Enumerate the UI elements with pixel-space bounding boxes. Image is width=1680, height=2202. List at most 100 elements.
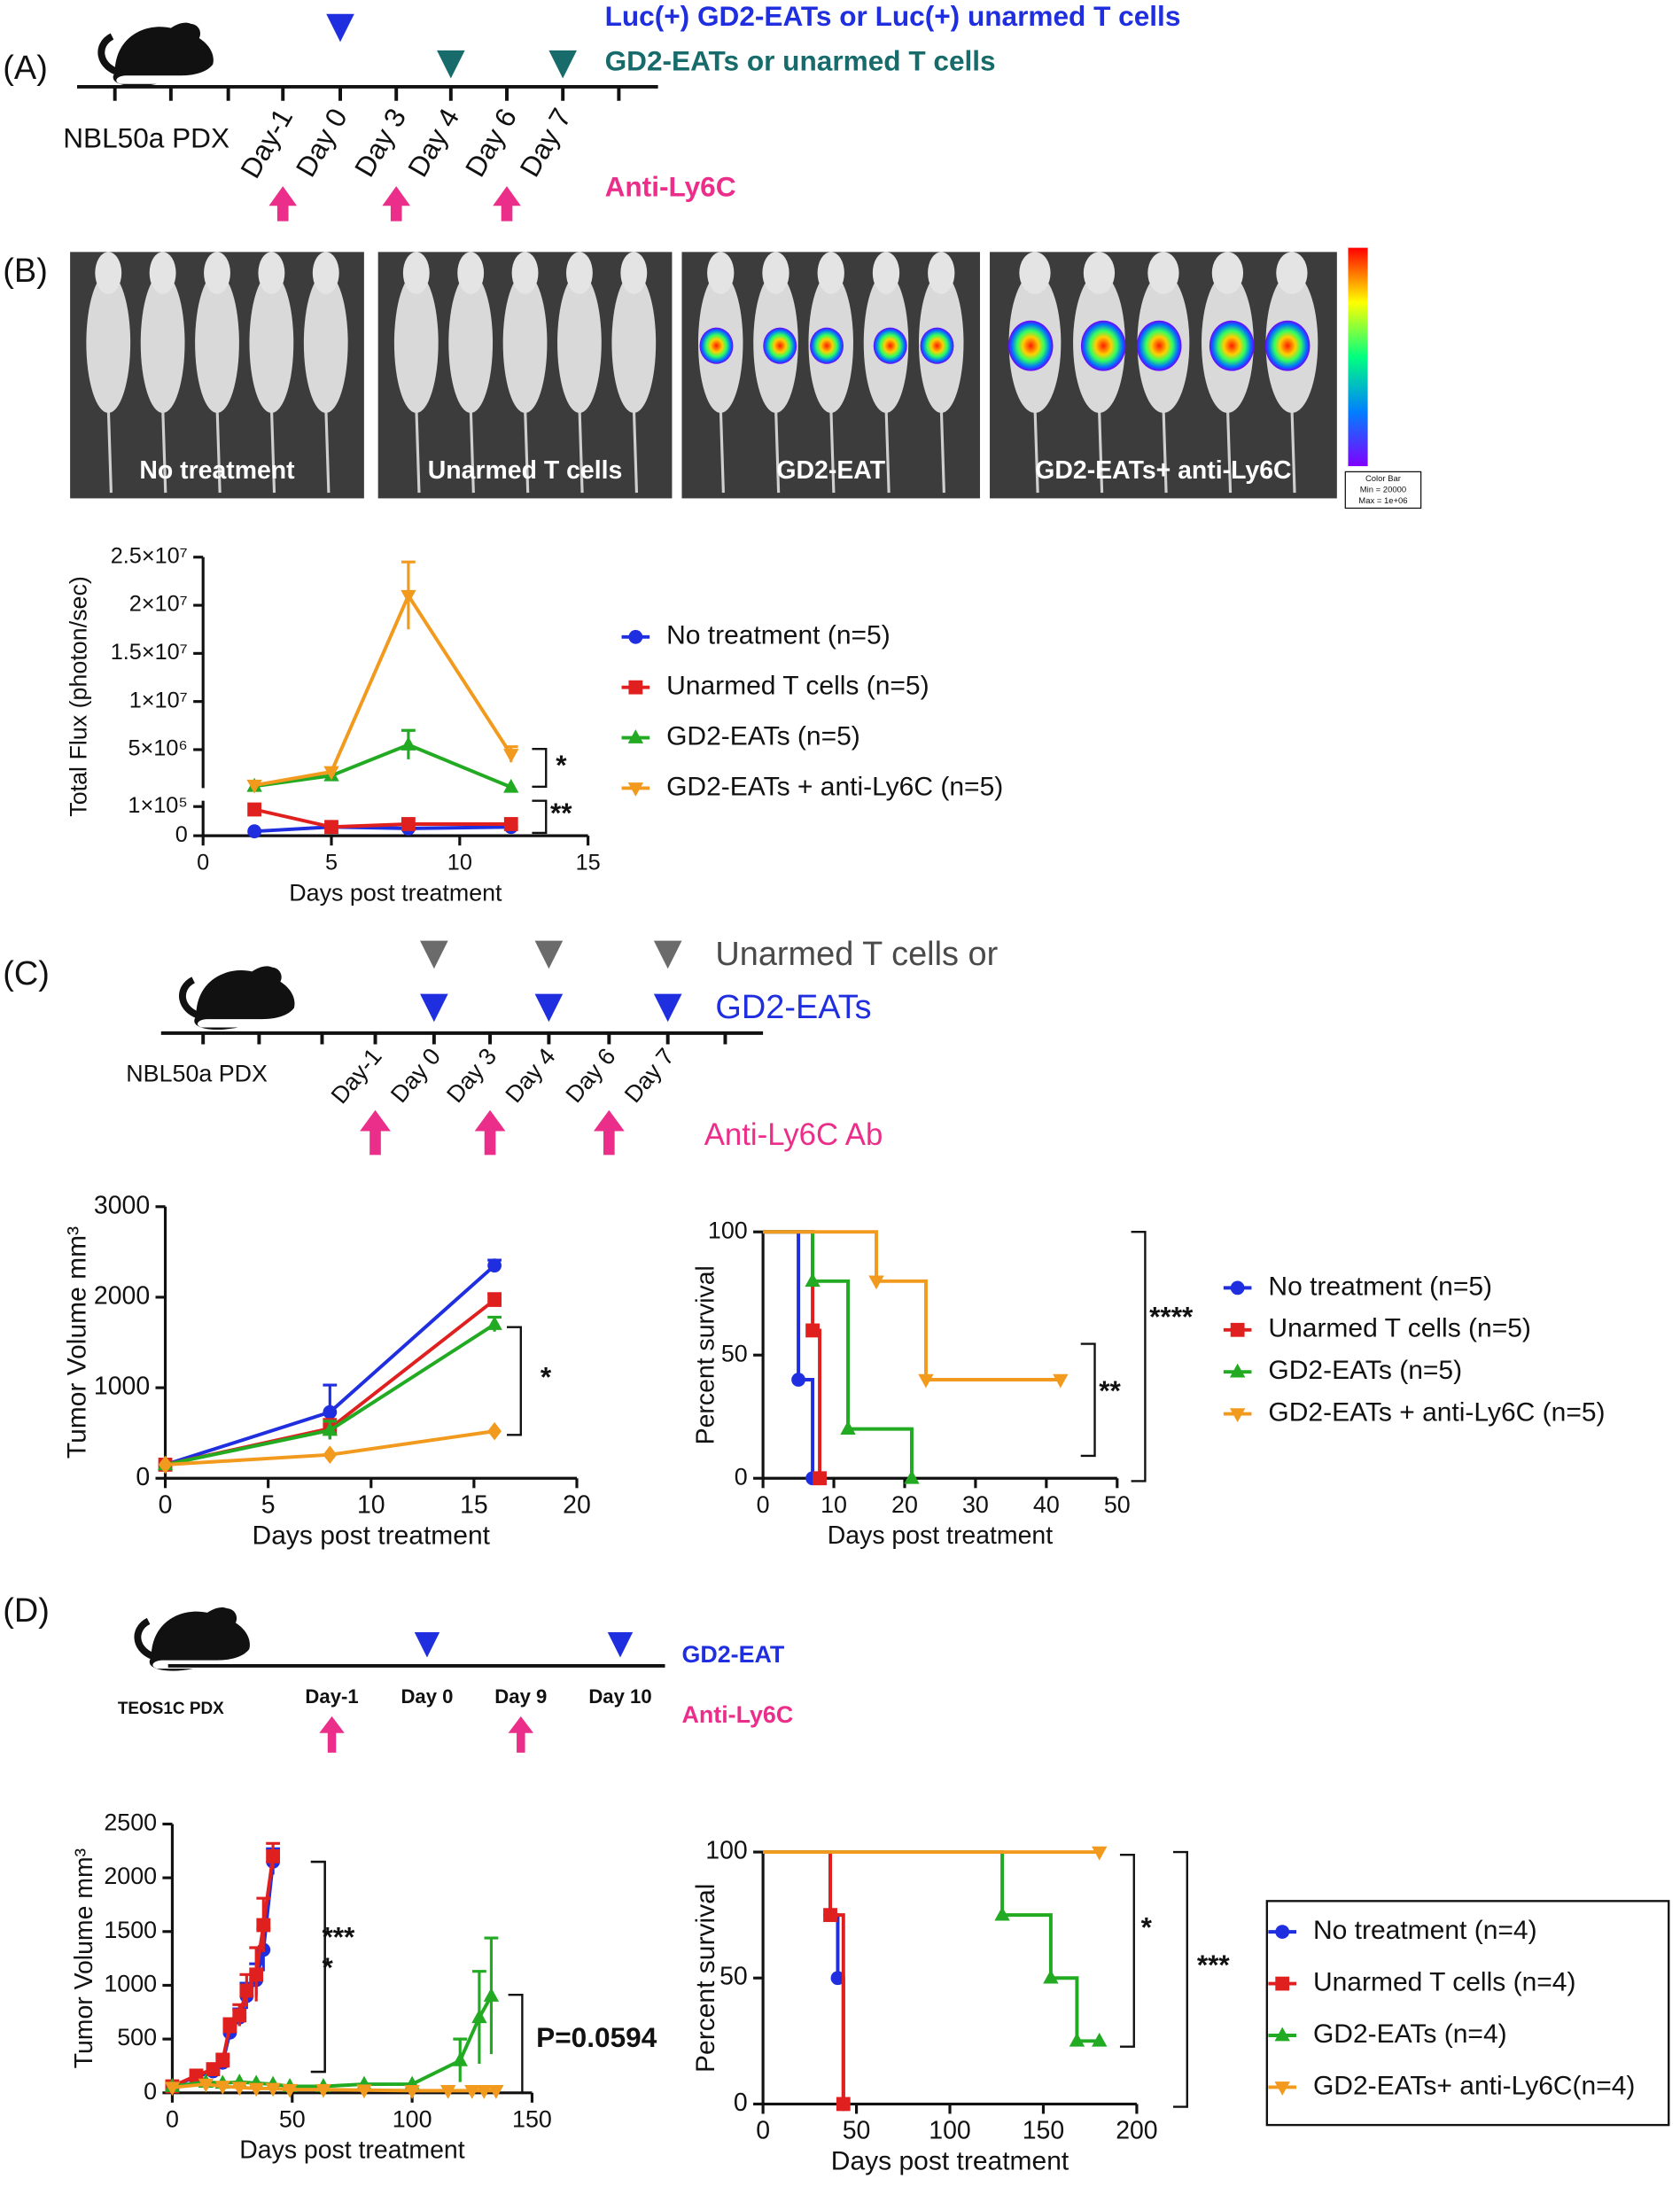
marker: [215, 2053, 230, 2068]
marker: [324, 820, 338, 835]
timeline-a: NBL50a PDX Day-1 Day 0 Day 3 Day 4 Day 6…: [63, 0, 1180, 222]
mouse-tail: [1225, 406, 1233, 494]
marker: [994, 1906, 1010, 1921]
marker: [256, 1918, 271, 1933]
x-tick-label: 10: [357, 1490, 385, 1519]
marker: [483, 1988, 500, 2002]
bracket: [1131, 1231, 1147, 1482]
day-label: Day-1: [234, 103, 299, 183]
legend-marker: [1275, 1925, 1290, 1940]
mouse-tail: [1097, 406, 1104, 494]
mouse-icon: [137, 1607, 250, 1671]
mouse-tail: [161, 406, 167, 494]
marker: [487, 1421, 502, 1441]
mouse-icon: [183, 966, 295, 1030]
marker: [840, 1420, 856, 1435]
mouse-head: [258, 252, 285, 294]
legend-text: Luc(+) GD2-EATs or Luc(+) unarmed T cell…: [605, 0, 1181, 32]
marker: [266, 1848, 281, 1864]
day-label: Day 9: [494, 1685, 547, 1708]
x-tick-label: 200: [1116, 2117, 1157, 2145]
injection-marker: [548, 50, 578, 79]
mouse-head: [204, 252, 230, 294]
marker: [239, 1983, 254, 1998]
x-tick-label: 100: [393, 2105, 432, 2132]
series-line: [253, 592, 513, 788]
legend-label: Unarmed T cells (n=4): [1313, 1967, 1576, 1996]
legend-label: No treatment (n=4): [1313, 1916, 1537, 1945]
y-tick-label: 1000: [104, 1971, 157, 1997]
legend-label: GD2-EATs (n=4): [1313, 2019, 1507, 2049]
signal: [1136, 320, 1182, 371]
mouse-head: [1147, 252, 1179, 294]
legend-marker: [1274, 2081, 1290, 2096]
signal: [1264, 320, 1311, 371]
marker: [231, 2081, 247, 2097]
mouse-body: [393, 273, 439, 414]
x-tick-label: 40: [1033, 1491, 1060, 1518]
y-tick-label: 1×10⁷: [129, 688, 188, 712]
mouse-body: [86, 273, 131, 414]
survival-curve: [763, 1230, 1061, 1382]
mouse-body: [502, 273, 548, 414]
y-tick-label: 1500: [104, 1917, 157, 1943]
marker: [823, 1908, 837, 1923]
x-axis-title: Days post treatment: [831, 2147, 1069, 2176]
mouse-tail: [415, 406, 421, 494]
marker: [404, 2085, 420, 2099]
mouse-tail: [939, 406, 945, 494]
day-label: Day 7: [513, 103, 577, 182]
x-tick-label: 150: [1023, 2117, 1064, 2145]
x-tick-label: 50: [1104, 1491, 1131, 1518]
timeline-ticks: [113, 86, 621, 101]
day-label: Day 3: [348, 103, 412, 182]
model-label: NBL50a PDX: [126, 1060, 268, 1086]
legend-label: GD2-EATs + anti-Ly6C (n=5): [1268, 1398, 1605, 1428]
image-label: GD2-EAT: [776, 456, 885, 485]
legend-label: GD2-EATs + anti-Ly6C (n=5): [666, 772, 1003, 801]
antibody-arrows: [268, 186, 521, 222]
marker: [282, 2083, 298, 2098]
bracket: [508, 1994, 524, 2094]
marker: [265, 2082, 281, 2097]
day-label: Day 0: [385, 1043, 446, 1108]
marker: [836, 2097, 851, 2112]
annotation: ***: [322, 1920, 355, 1952]
legend-label: No treatment (n=5): [1268, 1272, 1492, 1301]
marker: [164, 2081, 181, 2097]
mouse-tail: [1162, 406, 1168, 494]
y-tick-label: 0: [734, 2089, 748, 2117]
marker: [198, 2078, 214, 2093]
y-tick-label: 50: [719, 1963, 748, 1991]
mouse-body: [140, 273, 185, 414]
marker: [248, 2082, 264, 2097]
marker: [401, 736, 416, 751]
legend-label: GD2-EATs (n=5): [1268, 1356, 1462, 1385]
x-tick-label: 0: [756, 2117, 770, 2145]
legend-marker: [627, 782, 644, 797]
legend-label: No treatment (n=5): [666, 621, 891, 650]
mouse-tail: [1290, 406, 1296, 494]
marker: [488, 2085, 504, 2099]
bracket: [532, 799, 548, 835]
marker: [830, 1971, 845, 1986]
day-label: Day 0: [289, 103, 353, 182]
legend-text: Anti-Ly6C: [681, 1701, 793, 1728]
mouse-tail: [523, 406, 530, 494]
imaging-panel: Color Bar Min = 20000 Max = 1e+06 No tre…: [70, 247, 1422, 510]
bracket: [507, 1326, 522, 1436]
y-tick-label: 2000: [104, 1863, 157, 1889]
mouse-icon: [101, 23, 214, 87]
x-tick-label: 100: [929, 2117, 970, 2145]
series-line: [172, 1995, 494, 2089]
legend-text: Anti-Ly6C: [605, 171, 736, 203]
annotation: *: [322, 1951, 333, 1983]
y-tick-label: 0: [144, 2078, 157, 2105]
marker: [440, 2085, 456, 2099]
signal: [699, 327, 734, 364]
panel-label: (C): [3, 955, 50, 992]
legend-label: GD2-EATs+ anti-Ly6C(n=4): [1313, 2071, 1635, 2100]
image-label: No treatment: [139, 456, 295, 485]
legend-text: Unarmed T cells or: [715, 936, 998, 973]
